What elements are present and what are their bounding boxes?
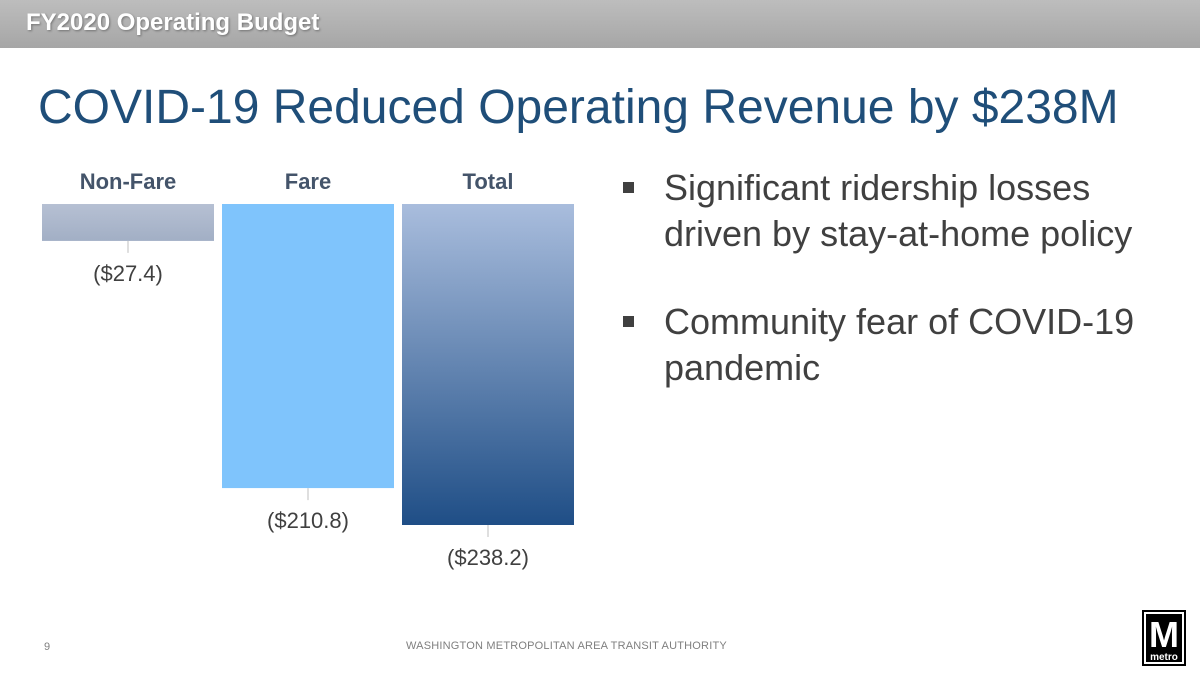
header-title: FY2020 Operating Budget [26, 9, 320, 36]
logo-letter: M [1149, 614, 1179, 655]
bullet-text: Significant ridership losses driven by s… [664, 167, 1133, 254]
category-label: Non-Fare [80, 169, 177, 194]
bullet-text: Community fear of COVID-19 pandemic [664, 301, 1135, 388]
category-label: Fare [285, 169, 331, 194]
value-label: ($210.8) [267, 508, 349, 533]
slide-title: COVID-19 Reduced Operating Revenue by $2… [38, 81, 1119, 134]
category-label: Total [463, 169, 514, 194]
bar-total [402, 204, 574, 525]
bullet-item-ridership: Significant ridership losses driven by s… [620, 165, 1180, 257]
bar-non-fare [42, 204, 214, 241]
bullet-list: Significant ridership losses driven by s… [620, 165, 1180, 433]
header-bar: FY2020 Operating Budget [0, 0, 1200, 48]
value-label: ($27.4) [93, 261, 163, 286]
footer-organization: WASHINGTON METROPOLITAN AREA TRANSIT AUT… [406, 640, 727, 652]
metro-logo-icon: M metro [1142, 610, 1186, 666]
square-bullet-icon [623, 316, 634, 327]
bar-fare [222, 204, 394, 489]
bullet-item-community-fear: Community fear of COVID-19 pandemic [620, 299, 1180, 391]
square-bullet-icon [623, 182, 634, 193]
page-number: 9 [44, 641, 51, 653]
logo-word: metro [1150, 652, 1178, 663]
value-label: ($238.2) [447, 545, 529, 570]
revenue-loss-chart: Non-Fare ($27.4) Fare ($210.8) Total ($238.2) [42, 169, 574, 570]
